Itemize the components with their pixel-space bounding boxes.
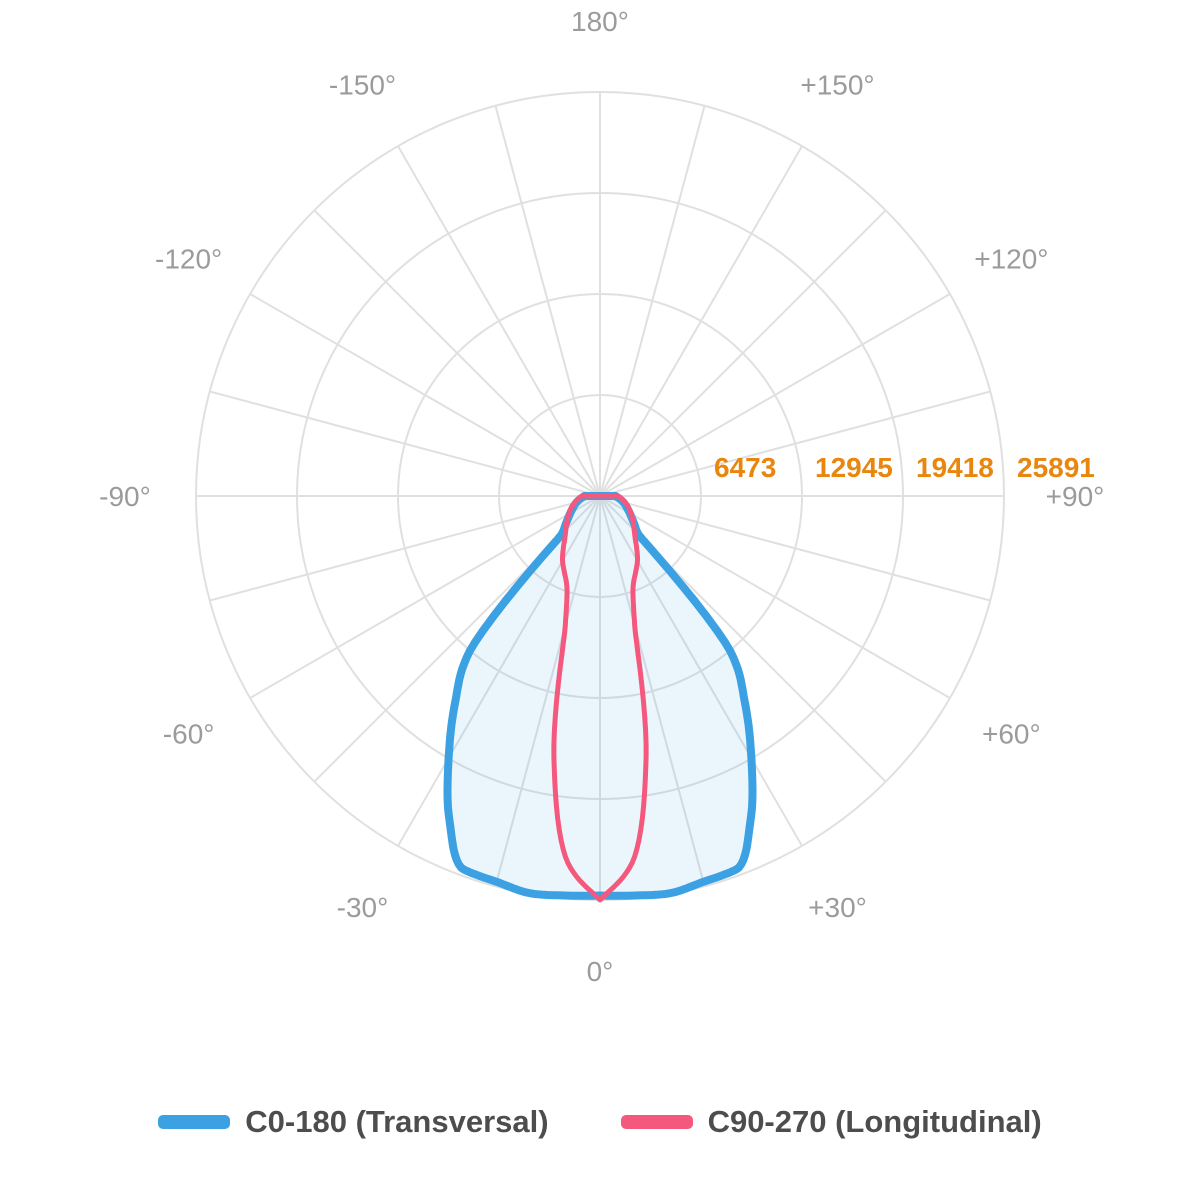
radial-tick-label: 6473 [714,452,776,483]
radial-tick-label: 25891 [1017,452,1095,483]
legend-label-c0-180: C0-180 (Transversal) [245,1104,549,1139]
legend-item-c0-180[interactable]: C0-180 (Transversal) [158,1100,549,1144]
series-curve-c90-270 [551,493,649,903]
legend: C0-180 (Transversal) C90-270 (Longitudin… [0,1100,1200,1144]
angle-label: -90° [99,481,151,512]
angle-label: -60° [163,718,215,749]
radial-axis-labels: 6473 12945 19418 25891 [714,452,1095,483]
angle-label: +150° [800,69,874,100]
angle-axis-labels: 0° +30° +60° +90° +120° +150° 180° -150° -120° -9… [99,6,1104,987]
angle-label: -150° [329,69,396,100]
legend-label-c90-270: C90-270 (Longitudinal) [707,1104,1042,1139]
angle-label: +90° [1046,481,1105,512]
series-curve-c0-180 [443,492,757,900]
legend-item-c90-270[interactable]: C90-270 (Longitudinal) [620,1100,1042,1144]
legend-swatch-c90-270 [620,1115,693,1129]
angle-label: 180° [571,6,629,37]
angle-label: +60° [982,718,1041,749]
angle-label: 0° [587,956,614,987]
radial-tick-label: 19418 [916,452,994,483]
angle-label: -30° [337,892,389,923]
angle-label: +30° [808,892,867,923]
angle-label: +120° [974,243,1048,274]
radial-tick-label: 12945 [815,452,893,483]
legend-swatch-c0-180 [158,1115,231,1129]
angle-label: -120° [155,243,222,274]
